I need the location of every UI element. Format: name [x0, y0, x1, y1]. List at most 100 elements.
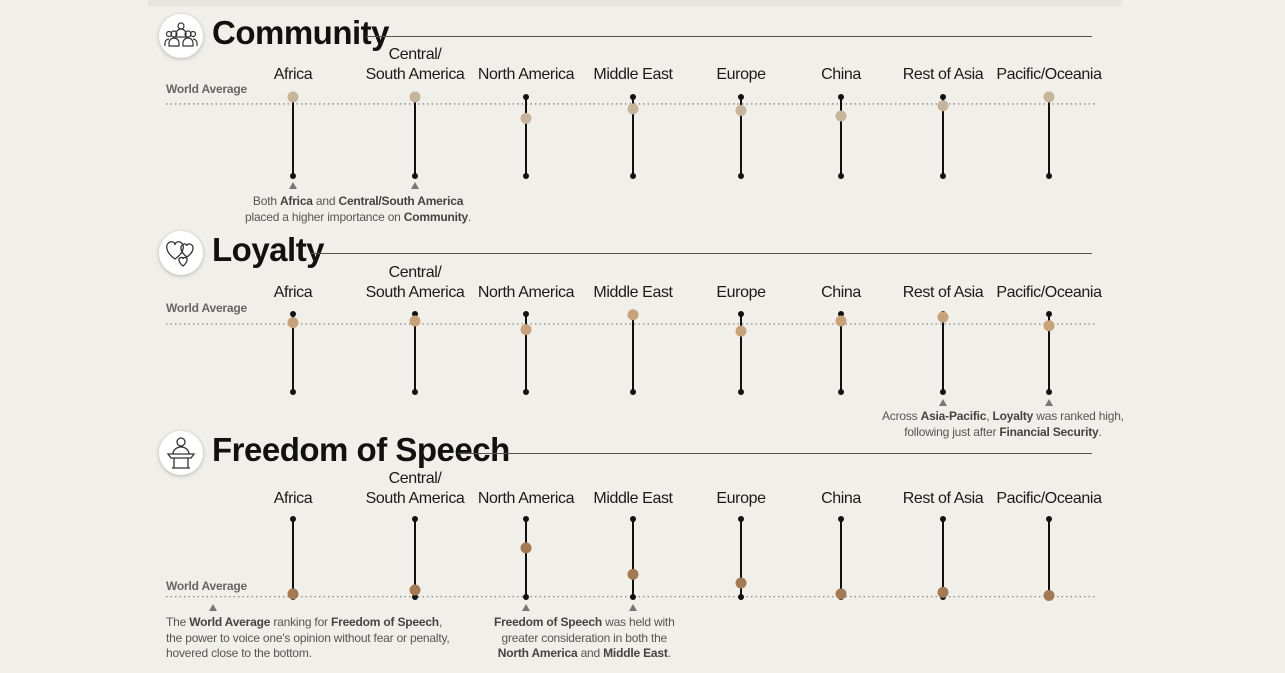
region-value-dot	[835, 588, 847, 600]
loyalty-chart	[166, 309, 1097, 406]
stem-top-cap	[1046, 311, 1052, 317]
region-label: North America	[477, 490, 575, 507]
region-label: Pacific/Oceania	[996, 66, 1102, 83]
region-label: Europe	[716, 284, 766, 301]
region-label: Rest of Asia	[902, 66, 984, 83]
region-value-dot	[520, 112, 532, 124]
region-label: Middle East	[593, 66, 673, 83]
loyalty-title-rule	[310, 253, 1092, 254]
region-value-dot	[1043, 320, 1055, 332]
stem-bottom-cap	[838, 389, 844, 395]
stem-top-cap	[523, 516, 529, 522]
freedom-world-average-label: World Average	[166, 579, 247, 593]
region-label: Central/South America	[365, 46, 465, 83]
region-value-dot	[1043, 589, 1055, 601]
stem-top-cap	[290, 311, 296, 317]
stem-bottom-cap	[412, 389, 418, 395]
stem-top-cap	[290, 516, 296, 522]
stem-bottom-cap	[1046, 389, 1052, 395]
loyalty-icon-badge	[159, 231, 203, 275]
stem-bottom-cap	[523, 389, 529, 395]
stem-bottom-cap	[738, 173, 744, 179]
region-value-dot	[835, 315, 847, 327]
region-value-dot	[627, 568, 639, 580]
region-value-dot	[937, 100, 949, 112]
stem-bottom-cap	[630, 389, 636, 395]
stem-top-cap	[940, 516, 946, 522]
region-label: Middle East	[593, 284, 673, 301]
region-value-dot	[835, 110, 847, 122]
stem-top-cap	[630, 516, 636, 522]
annotation-arrow	[209, 604, 217, 611]
stem-bottom-cap	[630, 173, 636, 179]
loyalty-section: Loyalty World Average Across Asia-Pacifi…	[159, 231, 1124, 439]
region-value-dot	[937, 311, 949, 323]
region-label: China	[821, 66, 861, 83]
stem-top-cap	[738, 311, 744, 317]
stem-bottom-cap	[940, 389, 946, 395]
freedom-note-world-average: The World Average ranking for Freedom of…	[166, 615, 450, 660]
region-label: Central/South America	[365, 470, 465, 507]
region-label: Middle East	[593, 490, 673, 507]
freedom-note-regions: Freedom of Speech was held with greater c…	[494, 615, 675, 660]
region-label: Pacific/Oceania	[996, 490, 1102, 507]
stem-top-cap	[838, 516, 844, 522]
region-label: Rest of Asia	[902, 284, 984, 301]
stem-bottom-cap	[838, 173, 844, 179]
stem-top-cap	[1046, 516, 1052, 522]
region-label: North America	[477, 66, 575, 83]
stem-bottom-cap	[738, 594, 744, 600]
region-value-dot	[937, 586, 949, 598]
stem-bottom-cap	[412, 594, 418, 600]
stem-top-cap	[630, 94, 636, 100]
community-title-rule	[366, 36, 1092, 37]
freedom-title-rule	[458, 453, 1092, 454]
region-label: North America	[477, 284, 575, 301]
stem-top-cap	[738, 94, 744, 100]
region-value-dot	[735, 104, 747, 116]
annotation-arrow	[629, 604, 637, 611]
hearts-icon	[166, 241, 194, 267]
freedom-icon-badge	[159, 431, 203, 475]
speaker-podium-icon	[166, 437, 196, 469]
region-value-dot	[735, 577, 747, 589]
region-label: Africa	[273, 66, 313, 83]
annotation-arrow	[411, 182, 419, 189]
annotation-arrow	[289, 182, 297, 189]
region-label: Pacific/Oceania	[996, 284, 1102, 301]
region-value-dot	[409, 315, 421, 327]
stem-bottom-cap	[1046, 173, 1052, 179]
region-value-dot	[627, 309, 639, 321]
community-chart	[166, 91, 1097, 189]
community-title: Community	[212, 14, 390, 51]
stem-top-cap	[412, 311, 418, 317]
community-world-average-label: World Average	[166, 82, 247, 96]
community-icon-badge	[159, 14, 203, 58]
stem-top-cap	[523, 311, 529, 317]
stem-top-cap	[838, 94, 844, 100]
region-value-dot	[735, 325, 747, 337]
region-label: Africa	[273, 490, 313, 507]
region-value-dot	[409, 91, 421, 103]
annotation-arrow	[939, 399, 947, 406]
region-value-dot	[1043, 91, 1055, 103]
region-value-dot	[627, 103, 639, 115]
region-label: Rest of Asia	[902, 490, 984, 507]
region-label: Africa	[273, 284, 313, 301]
stem-top-cap	[738, 516, 744, 522]
region-label: China	[821, 284, 861, 301]
stem-bottom-cap	[523, 173, 529, 179]
region-value-dot	[409, 584, 421, 596]
stem-top-cap	[940, 94, 946, 100]
region-value-dot	[287, 317, 299, 329]
stem-bottom-cap	[290, 389, 296, 395]
stem-bottom-cap	[290, 173, 296, 179]
region-label: China	[821, 490, 861, 507]
loyalty-note: Across Asia-Pacific, Loyalty was ranked …	[882, 409, 1124, 439]
stem-top-cap	[412, 516, 418, 522]
stem-top-cap	[523, 94, 529, 100]
community-note: Both Africa and Central/South America pla…	[245, 194, 472, 224]
people-group-icon	[164, 22, 198, 47]
